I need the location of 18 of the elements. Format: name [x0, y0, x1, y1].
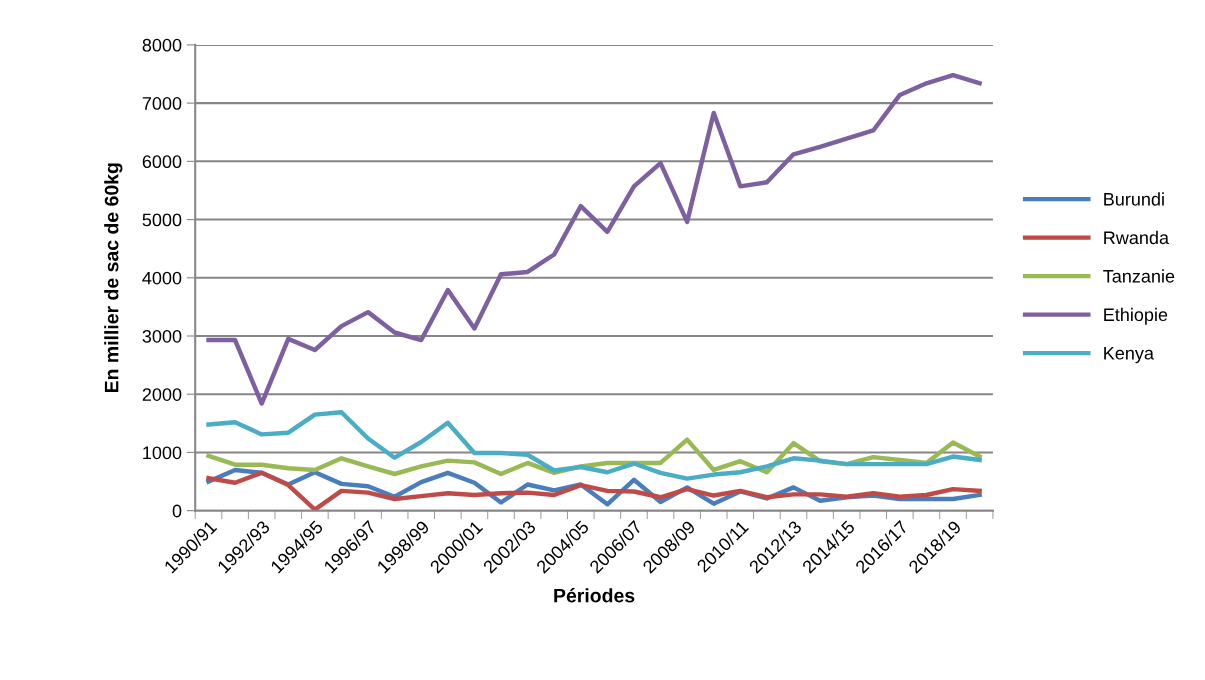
- legend-label: Tanzanie: [1103, 269, 1175, 283]
- x-axis-title: Périodes: [554, 588, 635, 603]
- line-series: [206, 72, 982, 406]
- legend-label: Burundi: [1104, 192, 1164, 206]
- legend-label: Rwanda: [1104, 230, 1170, 245]
- y-tick-label: 3000: [142, 329, 182, 343]
- line-series: [206, 410, 982, 481]
- y-axis-title: En millier de sac de 60kg: [104, 163, 123, 393]
- y-tick-label: 5000: [142, 213, 182, 227]
- y-tick-label: 1000: [143, 446, 182, 460]
- y-tick-label: 4000: [142, 271, 182, 285]
- legend-label: Ethiopie: [1104, 307, 1168, 325]
- y-tick-label: 0: [172, 504, 182, 518]
- legend-label: Kenya: [1104, 347, 1154, 364]
- y-tick-label: 2000: [142, 388, 182, 401]
- y-tick-label: 7000: [142, 97, 182, 110]
- y-tick-label: 6000: [142, 155, 182, 169]
- y-tick-label: 8000: [142, 38, 182, 52]
